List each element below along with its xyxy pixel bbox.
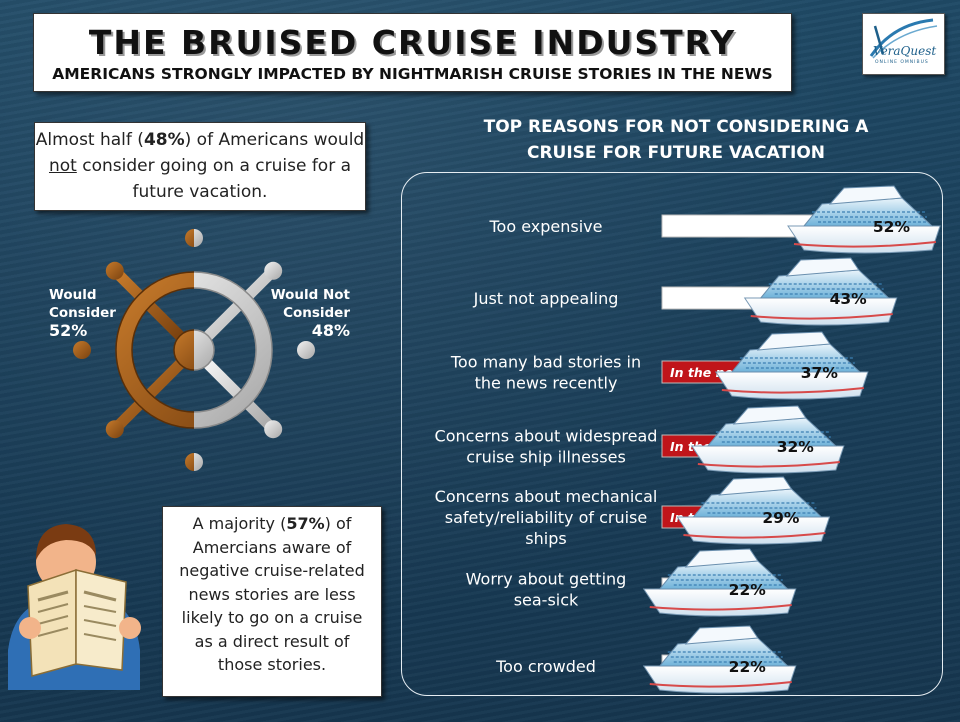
note-bottom-pre: A majority ( xyxy=(192,514,287,533)
would-not-consider-line1: Would Not xyxy=(270,287,350,303)
would-consider-line1: Would xyxy=(49,287,97,303)
newspaper-reader-icon xyxy=(8,524,141,690)
title-box: THE BRUISED CRUISE INDUSTRY AMERICANS ST… xyxy=(33,13,792,92)
logo-tagline: ONLINE OMNIBUS xyxy=(875,60,929,65)
reasons-chart-title: TOP REASONS FOR NOT CONSIDERING A CRUISE… xyxy=(483,117,869,163)
majority-americans-note: A majority (57%) of Amercians aware of n… xyxy=(162,506,382,697)
half-americans-note: Almost half (48%) of Americans would not… xyxy=(34,122,366,211)
note-bottom-pct: 57% xyxy=(286,514,325,533)
page-subtitle: AMERICANS STRONGLY IMPACTED BY NIGHTMARI… xyxy=(52,65,773,83)
note-top-post: consider going on a cruise for a future … xyxy=(76,156,352,202)
note-bottom-post: ) of Amercians aware of negative cruise-… xyxy=(179,514,365,674)
note-top-pct: 48% xyxy=(143,130,185,150)
wheel-not-consider-half xyxy=(194,229,315,471)
ship-wheel-icon xyxy=(73,229,315,471)
note-top-underlined: not xyxy=(48,156,77,176)
would-consider-line2: Consider xyxy=(49,305,116,321)
logo-text: VeraQuest xyxy=(873,44,937,58)
logo-swoosh-icon xyxy=(869,18,938,59)
would-not-consider-label: Would Not Consider 48% xyxy=(270,286,350,340)
veraquest-logo: VeraQuest ONLINE OMNIBUS xyxy=(862,13,945,75)
wheel-consider-half xyxy=(73,229,194,471)
would-not-consider-line2: Consider xyxy=(283,305,350,321)
note-top-pre: Almost half ( xyxy=(35,130,144,150)
note-top-mid: ) of Americans would xyxy=(184,130,365,150)
would-not-consider-value: 48% xyxy=(311,321,350,340)
would-consider-value: 52% xyxy=(49,321,88,340)
reasons-chart-frame xyxy=(401,172,943,696)
would-consider-label: Would Consider 52% xyxy=(49,286,116,340)
page-title: THE BRUISED CRUISE INDUSTRY xyxy=(88,23,737,62)
